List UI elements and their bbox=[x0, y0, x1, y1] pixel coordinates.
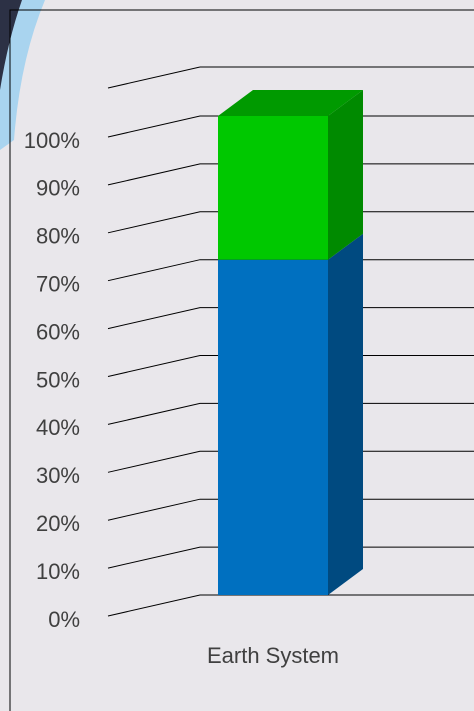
decoration bbox=[0, 0, 22, 90]
grid-line bbox=[107, 211, 474, 234]
grid-line bbox=[107, 546, 474, 569]
bar bbox=[218, 116, 328, 260]
bar-side bbox=[328, 233, 363, 595]
y-tick-label: 80% bbox=[36, 224, 80, 249]
grid-line bbox=[107, 498, 474, 521]
grid-line bbox=[107, 307, 474, 330]
x-tick-label: Earth System bbox=[207, 643, 339, 668]
grid-line bbox=[107, 259, 474, 282]
y-tick-label: 40% bbox=[36, 415, 80, 440]
y-tick-label: 90% bbox=[36, 176, 80, 201]
grid-line bbox=[107, 115, 474, 138]
wall-line bbox=[107, 66, 201, 89]
grid-line bbox=[107, 163, 474, 186]
y-tick-label: 70% bbox=[36, 272, 80, 297]
grid-line bbox=[107, 594, 474, 617]
grid-line bbox=[107, 402, 474, 425]
bar-side bbox=[328, 90, 363, 260]
y-tick-label: 30% bbox=[36, 463, 80, 488]
bar-top bbox=[218, 90, 363, 116]
y-tick-label: 0% bbox=[48, 607, 80, 632]
bar bbox=[218, 259, 328, 595]
chart-frame bbox=[9, 9, 474, 711]
decoration bbox=[0, 0, 45, 150]
y-tick-label: 10% bbox=[36, 559, 80, 584]
y-tick-label: 60% bbox=[36, 319, 80, 344]
grid-line bbox=[107, 355, 474, 377]
y-tick-label: 100% bbox=[24, 128, 80, 153]
y-tick-label: 50% bbox=[36, 367, 80, 392]
grid-line bbox=[107, 450, 474, 473]
y-tick-label: 20% bbox=[36, 511, 80, 536]
